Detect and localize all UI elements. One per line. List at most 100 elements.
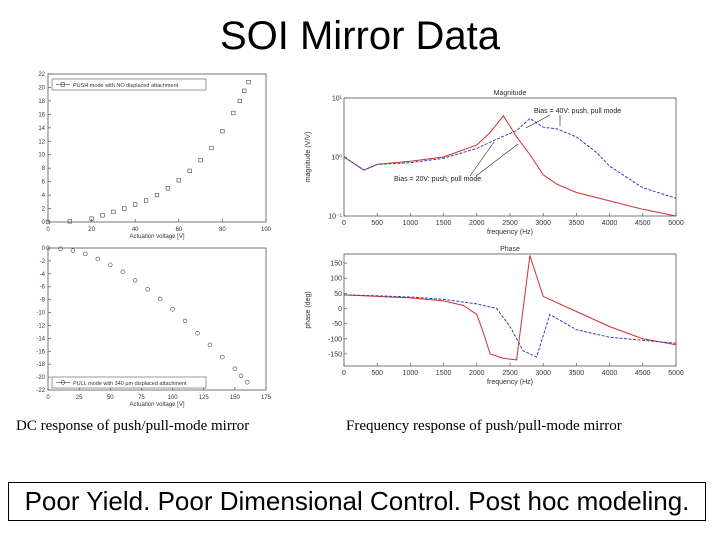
x-tick-label: 150 bbox=[230, 395, 241, 401]
left-caption: DC response of push/pull-mode mirror bbox=[16, 418, 250, 434]
plot-frame bbox=[47, 73, 267, 223]
x-axis-label: frequency (Hz) bbox=[487, 229, 533, 236]
x-tick-label: 0 bbox=[342, 220, 346, 227]
legend-box bbox=[51, 376, 207, 389]
x-tick-label: 2500 bbox=[502, 220, 518, 227]
y-tick-label: 20 bbox=[38, 85, 45, 91]
x-axis-label: frequency (Hz) bbox=[487, 379, 533, 386]
data-point bbox=[198, 158, 203, 163]
data-point bbox=[67, 219, 72, 224]
x-tick-label: 500 bbox=[371, 370, 383, 377]
x-axis-label: Actuation voltage [V] bbox=[129, 402, 184, 408]
x-tick-label: 25 bbox=[76, 395, 83, 401]
y-tick-label: -100 bbox=[328, 336, 342, 343]
data-point bbox=[100, 213, 105, 218]
y-axis-label: phase (deg) bbox=[305, 291, 312, 328]
y-tick-label: 18 bbox=[38, 99, 45, 105]
x-tick-label: 3000 bbox=[535, 220, 551, 227]
data-point bbox=[209, 145, 214, 151]
x-tick-label: 4000 bbox=[602, 370, 618, 377]
y-tick-label: -150 bbox=[328, 351, 342, 358]
x-tick-label: 500 bbox=[371, 220, 383, 227]
y-tick-label: 0 bbox=[42, 220, 46, 226]
x-tick-label: 0 bbox=[46, 395, 50, 401]
x-tick-label: 0 bbox=[342, 370, 346, 377]
data-point bbox=[187, 168, 192, 173]
series-line bbox=[343, 294, 677, 358]
data-point bbox=[89, 216, 94, 221]
data-point bbox=[220, 129, 225, 134]
legend-label: PULL mode with 340 μm displaced attachme… bbox=[73, 381, 187, 387]
y-tick-label: 50 bbox=[334, 291, 342, 298]
y-tick-label: -22 bbox=[36, 388, 45, 394]
legend-box bbox=[51, 78, 207, 91]
x-tick-label: 100 bbox=[168, 395, 179, 401]
x-tick-label: 4500 bbox=[635, 370, 651, 377]
y-tick-label: 6 bbox=[42, 180, 46, 186]
x-axis-label: Actuation voltage [V] bbox=[129, 234, 184, 240]
y-tick-label: -18 bbox=[36, 362, 45, 368]
dc-pull-chart: 0 25 50 75 100 125 150 175 0 -2 -4 -6 -8 -10 -12 -14 -16… bbox=[36, 245, 272, 408]
y-tick-label: 10⁻¹ bbox=[328, 214, 342, 221]
x-tick-label: 50 bbox=[107, 395, 114, 401]
plot-frame bbox=[343, 97, 677, 217]
y-tick-label: 10⁰ bbox=[331, 154, 342, 162]
data-point bbox=[238, 373, 244, 379]
data-point bbox=[245, 380, 250, 385]
x-tick-label: 5000 bbox=[668, 370, 684, 377]
data-point bbox=[45, 219, 51, 225]
data-point bbox=[70, 248, 76, 253]
x-tick-label: 5000 bbox=[668, 220, 684, 227]
data-point bbox=[207, 342, 213, 348]
page-title: SOI Mirror Data bbox=[219, 14, 501, 58]
footer-banner: Poor Yield. Poor Dimensional Control. Po… bbox=[8, 482, 706, 521]
chart-title: Phase bbox=[500, 246, 520, 253]
annotation-arrow bbox=[525, 114, 551, 129]
data-point bbox=[145, 287, 150, 292]
data-point bbox=[176, 178, 181, 183]
y-tick-label: 22 bbox=[38, 72, 45, 78]
data-point bbox=[111, 209, 116, 215]
y-tick-label: -20 bbox=[36, 375, 45, 381]
data-point bbox=[195, 330, 200, 336]
y-axis-label: magnitude (V/V) bbox=[305, 132, 312, 183]
data-point bbox=[108, 262, 113, 267]
x-tick-label: 100 bbox=[261, 227, 272, 233]
y-tick-label: 0 bbox=[42, 246, 46, 252]
y-tick-label: 4 bbox=[42, 193, 46, 199]
y-tick-label: 10¹ bbox=[332, 96, 343, 103]
data-point bbox=[232, 366, 238, 371]
y-tick-label: -16 bbox=[36, 349, 45, 355]
data-point bbox=[144, 198, 149, 203]
data-point bbox=[120, 269, 125, 275]
y-tick-label: 150 bbox=[330, 261, 342, 268]
x-tick-label: 4000 bbox=[602, 220, 618, 227]
y-tick-label: 16 bbox=[38, 112, 45, 118]
y-tick-label: -12 bbox=[36, 323, 45, 329]
x-tick-label: 60 bbox=[175, 227, 182, 233]
x-tick-label: 80 bbox=[219, 227, 226, 233]
y-tick-label: 100 bbox=[330, 276, 342, 283]
plot-frame bbox=[343, 253, 677, 367]
data-point bbox=[157, 296, 163, 302]
dc-push-chart: 0 20 40 60 80 100 0 2 4 6 8 10 12 14 16 18 20 22 Actuation… bbox=[38, 72, 272, 240]
chart-title: Magnitude bbox=[494, 90, 527, 97]
x-tick-label: 75 bbox=[138, 395, 145, 401]
data-point bbox=[220, 354, 225, 360]
x-tick-label: 20 bbox=[88, 227, 95, 233]
legend-label: PUSH mode with NO displaced attachment bbox=[73, 83, 179, 89]
series-line bbox=[343, 114, 677, 217]
y-tick-label: -14 bbox=[36, 336, 45, 342]
annotation-20v: Bias = 20V: push, pull mode bbox=[394, 176, 481, 183]
data-point bbox=[122, 206, 127, 211]
data-point bbox=[170, 307, 175, 312]
legend-marker bbox=[60, 380, 66, 385]
y-tick-label: -6 bbox=[40, 285, 46, 291]
x-tick-label: 2500 bbox=[502, 370, 518, 377]
y-tick-label: -50 bbox=[332, 321, 342, 328]
right-caption: Frequency response of push/pull-mode mir… bbox=[346, 418, 622, 434]
y-tick-label: -8 bbox=[40, 298, 46, 304]
data-point bbox=[132, 278, 138, 283]
data-point bbox=[182, 318, 188, 324]
